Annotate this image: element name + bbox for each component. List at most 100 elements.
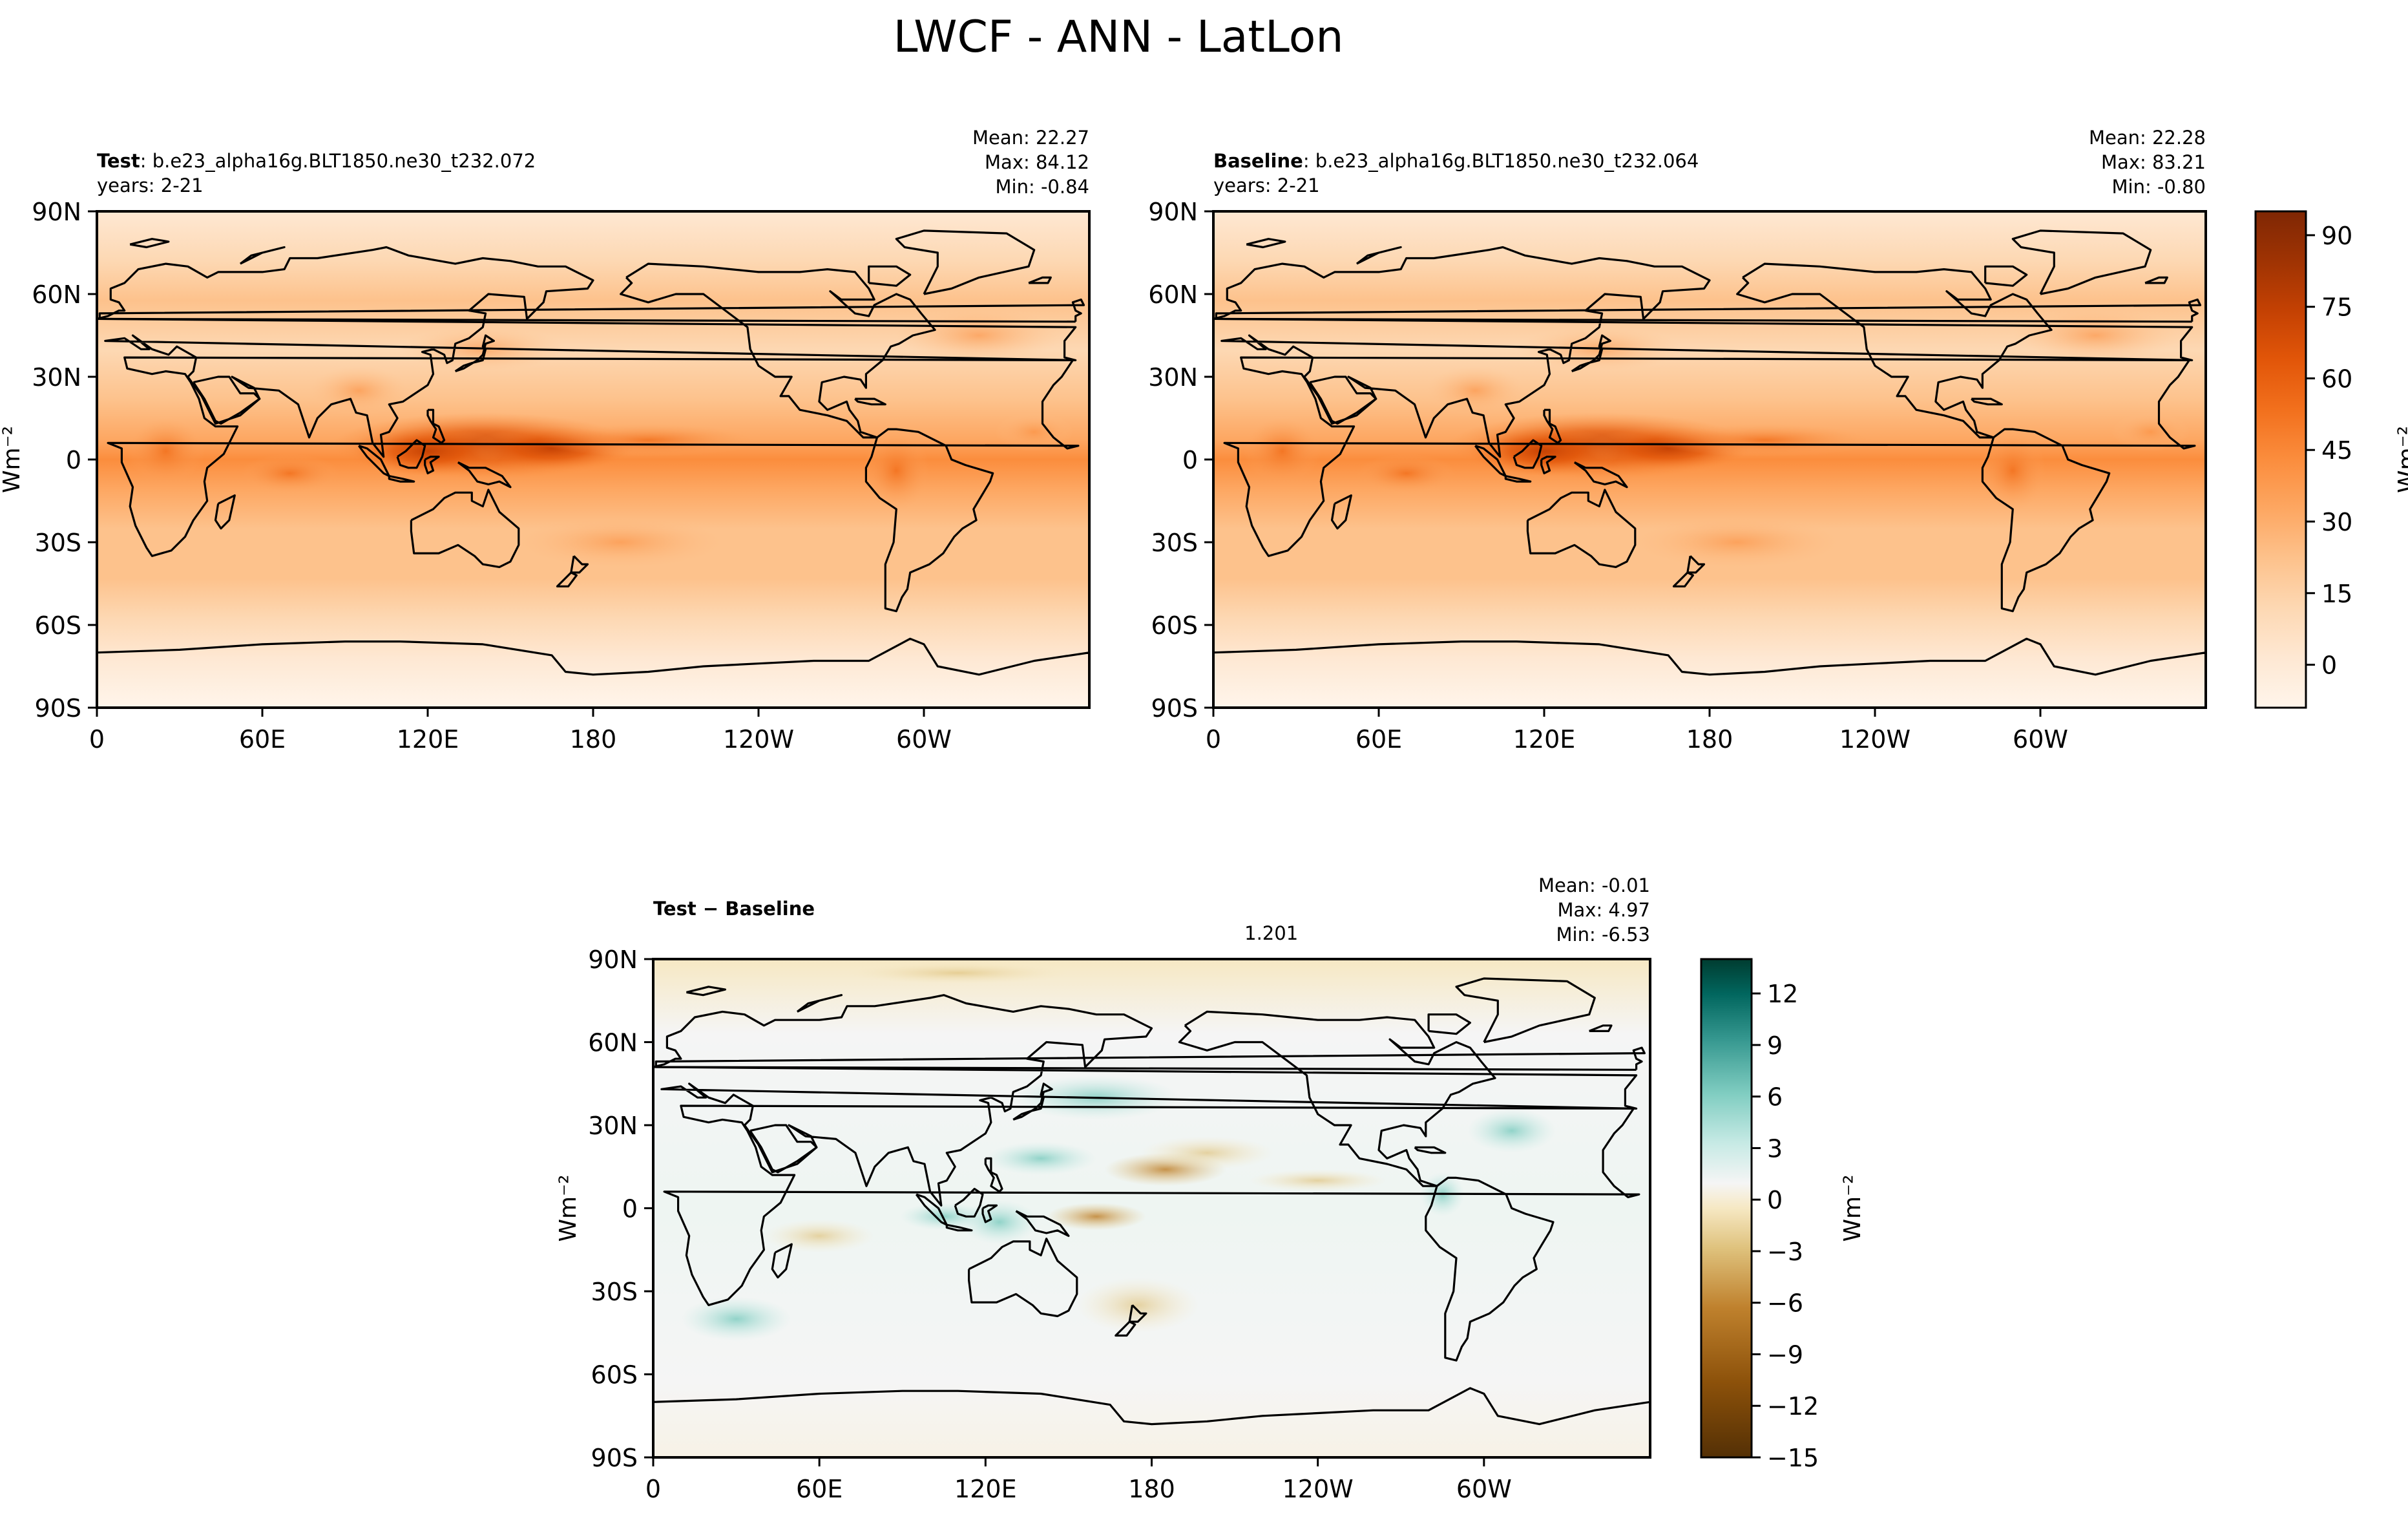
panel-difference: 0 60E 120E 180 120W 60W 90N 60N 30N 0 30S 60S 90S Tes…: [555, 874, 1866, 1503]
colorbar-tick-label: 90: [2321, 222, 2352, 250]
y-tick-label: 60S: [1151, 611, 1198, 640]
coastline: [358, 445, 390, 478]
panel-stat: Max: 83.21: [2101, 151, 2206, 173]
coastline: [98, 298, 1085, 323]
panel-header: Test: b.e23_alpha16g.BLT1850.ne30_t232.0…: [97, 150, 536, 172]
x-tick-label: 0: [645, 1475, 661, 1503]
colorbar-tick-label: 0: [2321, 651, 2337, 680]
figure-title: LWCF - ANN - LatLon: [894, 12, 1344, 63]
panel-stat: Mean: -0.01: [1538, 874, 1650, 896]
coastline: [396, 439, 426, 469]
coastline: [663, 1105, 1640, 1306]
coastline: [1971, 397, 2003, 406]
coastline: [1223, 356, 2196, 557]
colorbar: [1700, 958, 1753, 1459]
field-blob: [985, 1141, 1096, 1176]
panel-stat: Max: 4.97: [1557, 899, 1650, 921]
x-tick-label: 0: [1206, 725, 1221, 754]
x-tick-label: 0: [89, 725, 105, 754]
coastline: [981, 1204, 998, 1223]
colorbar-tick-label: 6: [1767, 1083, 1783, 1112]
coastline: [771, 1243, 793, 1279]
coastline: [653, 1387, 1650, 1457]
field-blob: [960, 1200, 1038, 1245]
panel-header: Test − Baseline: [653, 898, 815, 920]
panel-stat: Min: -6.53: [1556, 924, 1650, 946]
coastline: [1543, 408, 1562, 444]
coastline: [2144, 276, 2168, 284]
panel-years: years: 2-21: [1213, 174, 1320, 196]
y-tick-label: 90N: [1148, 198, 1198, 226]
coastline: [1672, 571, 1694, 587]
panel-rmse: 1.201: [1244, 922, 1298, 944]
map-field: [653, 959, 1650, 1457]
field-blob: [1046, 1202, 1146, 1231]
panel-test: 0 60E 120E 180 120W 60W 90N 60N 30N 0 30S 60S 90S Tes…: [0, 127, 1091, 754]
colorbar-tick-label: 30: [2321, 508, 2352, 536]
coastline: [954, 1187, 984, 1218]
coastline: [1213, 246, 2193, 458]
coastline: [410, 489, 520, 568]
x-tick-label: 60W: [1456, 1475, 1512, 1503]
coastline: [686, 986, 726, 997]
coastline: [1425, 1176, 1555, 1362]
coastline: [1736, 262, 2053, 439]
y-axis-label: Wm⁻²: [555, 1174, 581, 1242]
field-blob: [995, 412, 1073, 452]
map-field: [1213, 211, 2206, 708]
y-tick-label: 30N: [32, 363, 81, 392]
x-tick-label: 120E: [954, 1475, 1017, 1503]
x-tick-label: 60E: [796, 1475, 843, 1503]
coastline: [1213, 637, 2206, 708]
colorbar-tick-label: −6: [1767, 1289, 1803, 1318]
field-blob: [1076, 1277, 1199, 1333]
field-blob: [680, 1296, 792, 1342]
x-tick-label: 180: [1128, 1475, 1175, 1503]
panel-stat: Min: -0.84: [996, 176, 1089, 198]
coastline: [97, 637, 1089, 708]
colorbar-tick-label: 12: [1767, 980, 1798, 1008]
coastline: [1215, 298, 2202, 323]
field-blob: [240, 454, 340, 493]
coastline: [424, 456, 440, 474]
coastline: [1526, 489, 1637, 568]
x-tick-label: 180: [570, 725, 617, 754]
y-tick-label: 90N: [588, 946, 638, 974]
coastline: [556, 571, 578, 587]
x-tick-label: 120E: [1513, 725, 1576, 754]
y-tick-label: 30S: [591, 1278, 638, 1306]
coastline: [796, 994, 843, 1013]
coastline: [1330, 494, 1352, 530]
coastline: [1474, 445, 1507, 478]
field-blob: [847, 962, 1069, 984]
coastline: [1981, 428, 2111, 613]
colorbar: [2254, 210, 2307, 709]
field-blob: [764, 1219, 875, 1253]
y-tick-label: 90S: [591, 1444, 638, 1472]
coastline: [97, 246, 1077, 458]
coastline: [1115, 1320, 1136, 1337]
coastline: [129, 238, 170, 249]
field-blob: [1243, 418, 1321, 485]
colorbar-label: Wm⁻²: [1839, 1174, 1866, 1242]
coastline: [945, 1223, 973, 1232]
coastline: [1427, 1013, 1471, 1035]
x-tick-label: 180: [1686, 725, 1733, 754]
field-blob: [309, 365, 409, 416]
coastline: [1589, 1024, 1613, 1032]
y-tick-label: 60N: [32, 280, 81, 309]
colorbar-tick-label: −12: [1767, 1392, 1819, 1421]
field-blob: [510, 514, 731, 570]
map-field: [97, 211, 1089, 708]
y-tick-label: 60S: [591, 1361, 638, 1390]
field-blob: [1627, 514, 1848, 570]
coastline: [1414, 1146, 1447, 1154]
coastline: [1984, 265, 2028, 287]
coastline: [1356, 246, 1402, 265]
coastline: [1686, 555, 1706, 574]
colorbar-tick-label: 45: [2321, 436, 2352, 465]
y-tick-label: 60N: [588, 1029, 638, 1057]
coastline: [239, 246, 286, 265]
colorbar-tick-label: 0: [1767, 1186, 1783, 1214]
